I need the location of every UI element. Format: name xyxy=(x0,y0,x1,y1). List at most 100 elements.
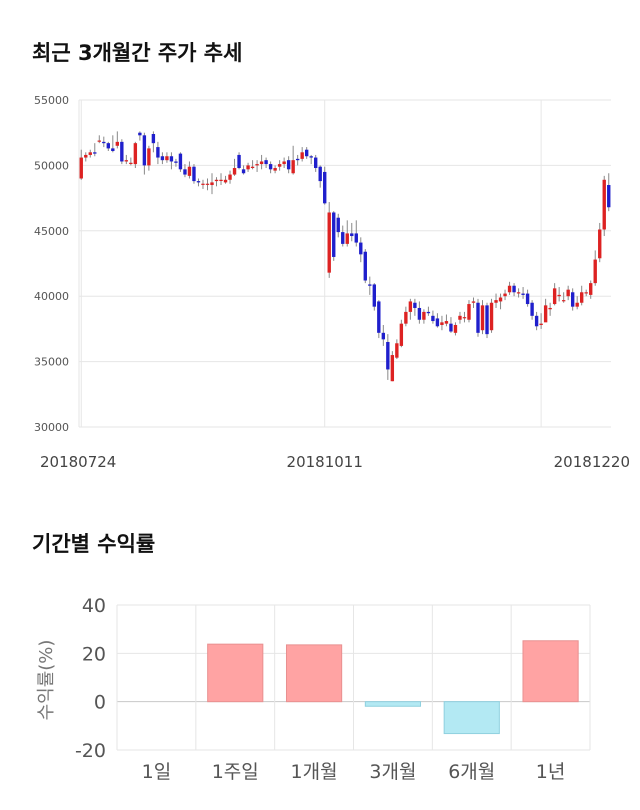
price-y-tick-label: 35000 xyxy=(34,356,69,369)
price-candle xyxy=(151,131,156,153)
price-candle xyxy=(102,136,106,148)
price-candle xyxy=(404,306,408,327)
price-candle xyxy=(228,170,232,184)
price-candle xyxy=(386,334,390,380)
price-candle xyxy=(201,179,205,189)
price-candle xyxy=(93,143,97,157)
price-candle xyxy=(534,311,539,331)
return-bar xyxy=(285,644,343,703)
price-candle xyxy=(449,317,453,333)
price-candle xyxy=(377,300,381,339)
return-x-tick-label: 1주일 xyxy=(212,761,259,783)
period-return-title: 기간별 수익률 xyxy=(32,532,156,556)
price-trend-title: 최근 3개월간 주가 추세 xyxy=(32,41,243,65)
return-bar xyxy=(443,701,500,735)
price-candle xyxy=(273,165,277,174)
price-candle xyxy=(187,161,192,179)
price-candle xyxy=(435,313,440,328)
price-chart-candles xyxy=(79,131,611,382)
price-candle xyxy=(147,145,151,171)
price-candle xyxy=(214,177,219,187)
price-candle xyxy=(593,250,597,286)
price-candle xyxy=(205,178,210,191)
price-candle xyxy=(480,300,485,335)
price-candle xyxy=(88,149,92,158)
price-candle xyxy=(178,152,183,172)
price-candle xyxy=(318,165,322,188)
return-x-tick-label: 3개월 xyxy=(369,761,416,783)
price-candle xyxy=(259,154,264,170)
period-return-bar-chart: -20 0 20 40 1일 1주일 1개월 3개월 6개월 1년 수익률(%) xyxy=(36,595,591,783)
price-candle xyxy=(507,281,512,295)
price-candle xyxy=(300,147,304,162)
price-candle xyxy=(246,162,250,172)
return-chart-y-axis-label: 수익률(%) xyxy=(36,640,57,721)
price-candle xyxy=(106,141,110,152)
price-candle xyxy=(489,298,494,333)
price-candle xyxy=(327,202,331,278)
price-candle xyxy=(570,288,575,311)
return-y-tick-label: 0 xyxy=(94,692,106,714)
price-y-tick-label: 50000 xyxy=(34,159,69,172)
price-candle xyxy=(453,322,458,336)
price-candle xyxy=(381,324,386,346)
price-candle xyxy=(575,296,579,310)
return-x-tick-label: 1일 xyxy=(142,761,172,783)
price-chart-y-axis: 30000 35000 40000 45000 50000 55000 xyxy=(34,94,69,434)
price-candle xyxy=(539,313,543,329)
return-chart-x-axis: 1일 1주일 1개월 3개월 6개월 1년 xyxy=(142,761,566,783)
price-candle xyxy=(607,173,611,212)
price-candle xyxy=(431,310,435,324)
price-candle xyxy=(282,157,286,169)
return-x-tick-label: 6개월 xyxy=(448,761,495,783)
price-y-tick-label: 55000 xyxy=(34,94,69,107)
price-candle xyxy=(192,164,196,184)
price-candle xyxy=(498,293,503,310)
price-candle xyxy=(183,164,187,178)
price-candle xyxy=(309,154,313,165)
price-candle xyxy=(133,141,138,169)
price-candle xyxy=(345,220,349,247)
return-y-tick-label: -20 xyxy=(75,740,106,762)
price-candle xyxy=(277,160,282,171)
price-candle xyxy=(255,160,259,172)
price-candle xyxy=(219,173,223,186)
price-candle xyxy=(372,283,376,311)
return-x-tick-label: 1개월 xyxy=(291,761,338,783)
price-candle xyxy=(97,135,101,144)
price-candle xyxy=(422,309,426,324)
price-y-tick-label: 45000 xyxy=(34,225,69,238)
price-candle xyxy=(485,302,489,339)
price-candle xyxy=(165,152,169,163)
price-x-tick-label: 20180724 xyxy=(40,453,116,471)
price-candle xyxy=(336,213,340,238)
price-candle xyxy=(250,160,255,170)
price-candle xyxy=(314,154,318,172)
return-chart-y-axis: -20 0 20 40 xyxy=(75,595,106,762)
price-candle xyxy=(124,154,129,165)
price-candle xyxy=(363,249,367,284)
price-candle xyxy=(417,301,422,324)
price-candle xyxy=(120,139,124,165)
price-candle xyxy=(341,225,345,247)
return-y-tick-label: 40 xyxy=(82,595,106,617)
price-candle xyxy=(160,152,165,165)
price-candle xyxy=(543,298,548,323)
price-candle xyxy=(129,157,133,166)
price-candle xyxy=(598,222,602,263)
price-chart-gridlines xyxy=(78,99,611,428)
return-x-tick-label: 1년 xyxy=(536,761,566,783)
price-candle xyxy=(268,161,273,174)
price-y-tick-label: 30000 xyxy=(34,421,69,434)
price-candle xyxy=(332,211,336,261)
price-candle xyxy=(516,288,521,298)
return-bar xyxy=(522,640,579,703)
price-y-tick-label: 40000 xyxy=(34,290,69,303)
price-candle xyxy=(399,319,404,348)
price-candle xyxy=(323,166,327,205)
return-y-tick-label: 20 xyxy=(82,643,106,665)
price-candle xyxy=(295,154,300,166)
price-candle xyxy=(426,306,431,316)
price-candle xyxy=(264,157,268,169)
